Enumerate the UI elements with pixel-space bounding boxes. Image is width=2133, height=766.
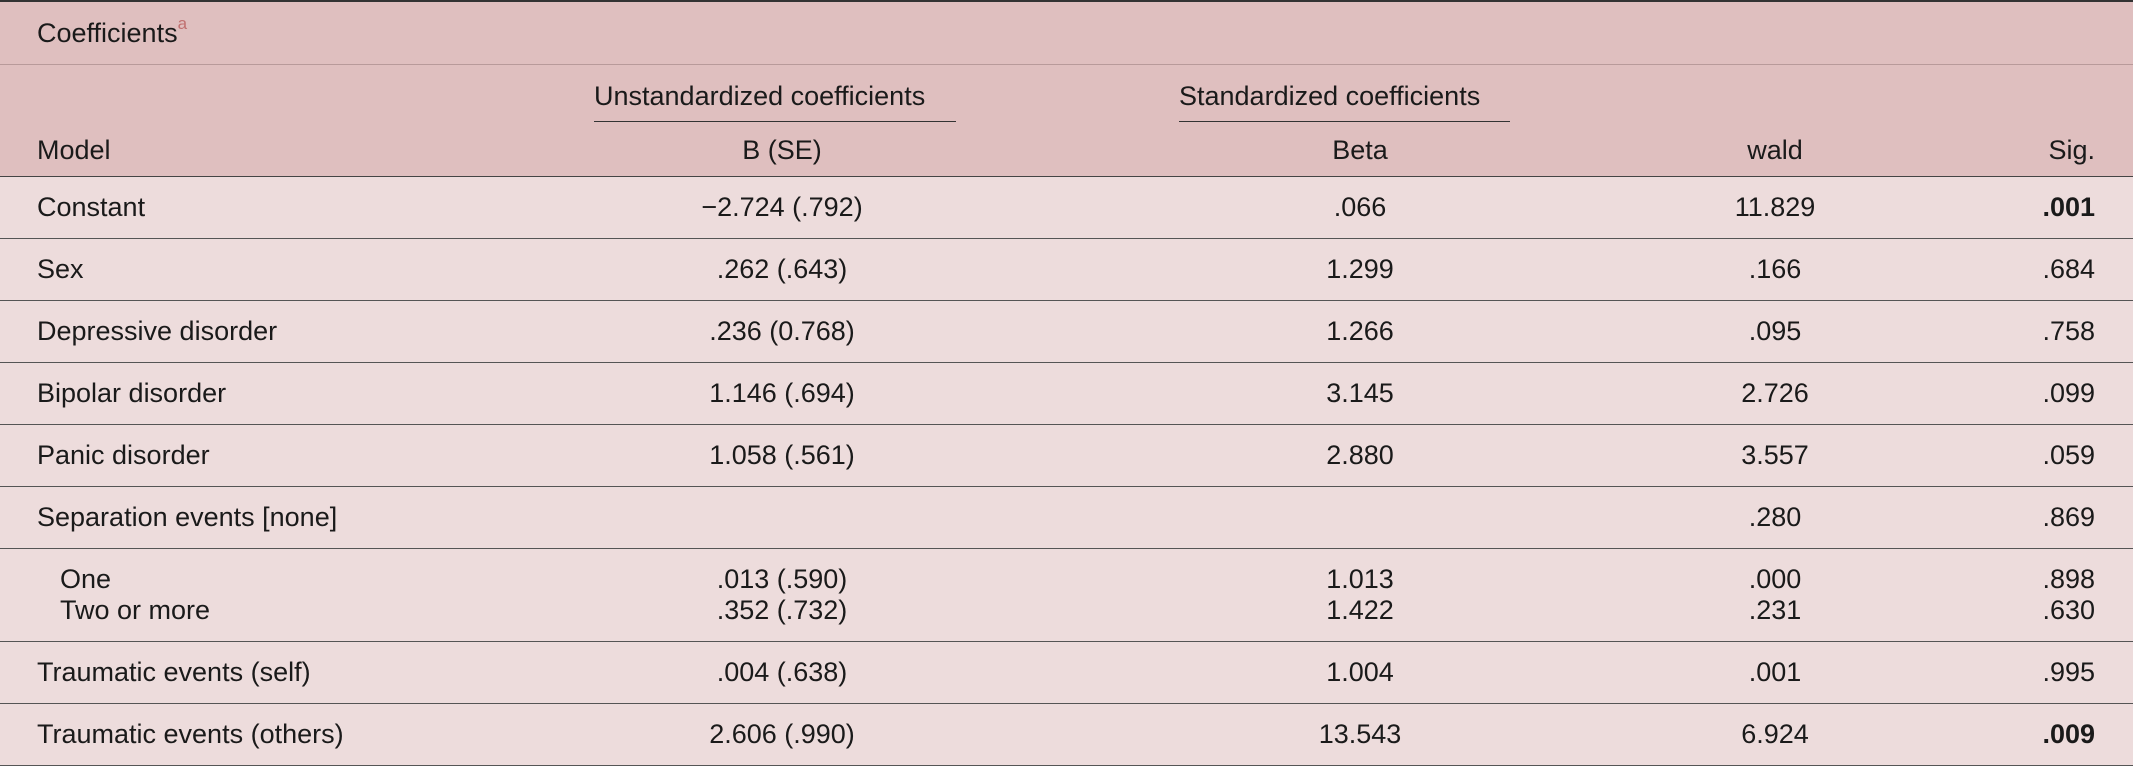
column-header: Model (37, 135, 111, 165)
table-cell: .095 (1748, 316, 1802, 346)
table-title: Coefficientsa (37, 14, 187, 49)
row-label: Separation events [none] (37, 502, 338, 532)
row-line: Traumatic events (self) .004 (.638) 1.004.… (0, 657, 2133, 688)
row-line: Traumatic events (others) 2.606 (.990) 13.… (0, 719, 2133, 750)
table-cell: 1.004 (1326, 657, 1394, 687)
table-cell: 1.013 (1326, 564, 1394, 594)
title-note: a (177, 14, 188, 33)
table-cell: 1.146 (.694) (709, 378, 855, 408)
table-row: Constant −2.724 (.792) .066 11.829 .001 (0, 177, 2133, 239)
table-cell: .099 (2042, 378, 2095, 408)
table-row: One .013 (.590) 1.013 .000 .898 Two or more .3… (0, 549, 2133, 642)
table-cell: .280 (1748, 502, 1802, 532)
table-cell: .001 (2042, 192, 2095, 222)
table-cell: 3.145 (1326, 378, 1394, 408)
table-cell: 1.299 (1326, 254, 1394, 284)
table-cell: 3.557 (1741, 440, 1809, 470)
row-line: Separation events [none] .280 .869 (0, 502, 2133, 533)
table-cell: .000 (1748, 564, 1802, 594)
table-cell: 11.829 (1734, 192, 1816, 222)
table-cell: .352 (.732) (716, 595, 848, 625)
table-row: Panic disorder 1.058 (.561) 2.880 3.557 .059 (0, 425, 2133, 487)
row-line: Sex .262 (.643) 1.299 .166 .684 (0, 254, 2133, 285)
header-row: Unstandardized coefficients Standardized … (0, 65, 2133, 177)
table-cell: 1.058 (.561) (709, 440, 855, 470)
row-label: Traumatic events (others) (37, 719, 344, 749)
row-label: Depressive disorder (37, 316, 278, 346)
table-cell: −2.724 (.792) (701, 192, 863, 222)
table-cell: 6.924 (1741, 719, 1809, 749)
table-row: Bipolar disorder 1.146 (.694) 3.145 2.726 .0… (0, 363, 2133, 425)
row-line: Depressive disorder .236 (0.768) 1.266 .095… (0, 316, 2133, 347)
row-label: Two or more (60, 595, 211, 625)
table-cell: .995 (2042, 657, 2095, 687)
table-cell: 2.880 (1326, 440, 1394, 470)
table-body: Constant −2.724 (.792) .066 11.829 .001 Sex .2… (0, 177, 2133, 766)
column-header: B (SE) (742, 135, 822, 165)
table-cell: .013 (.590) (716, 564, 848, 594)
row-label: Bipolar disorder (37, 378, 227, 408)
table-cell: 1.266 (1326, 316, 1394, 346)
table-cell: .236 (0.768) (709, 316, 855, 346)
table-cell: .684 (2042, 254, 2095, 284)
table-row: Traumatic events (self) .004 (.638) 1.004.… (0, 642, 2133, 704)
row-label: One (60, 564, 112, 594)
row-label: Panic disorder (37, 440, 210, 470)
table-cell: .869 (2042, 502, 2095, 532)
table-cell: .009 (2042, 719, 2095, 749)
table-row: Traumatic events (others) 2.606 (.990) 13.… (0, 704, 2133, 766)
table-cell: .001 (1748, 657, 1802, 687)
row-line: Constant −2.724 (.792) .066 11.829 .001 (0, 192, 2133, 223)
table-cell: 2.726 (1741, 378, 1809, 408)
row-line: One .013 (.590) 1.013 .000 .898 (0, 564, 2133, 595)
table-cell: .166 (1748, 254, 1802, 284)
row-line: Panic disorder 1.058 (.561) 2.880 3.557 .059 (0, 440, 2133, 471)
table-cell: .059 (2042, 440, 2095, 470)
row-label: Traumatic events (self) (37, 657, 311, 687)
title-text: Coefficients (37, 18, 178, 48)
table-cell: 13.543 (1318, 719, 1402, 749)
table-cell: .758 (2042, 316, 2095, 346)
table-row: Depressive disorder .236 (0.768) 1.266 .095… (0, 301, 2133, 363)
column-header: Beta (1332, 135, 1388, 165)
row-label: Constant (37, 192, 146, 222)
table-row: Sex .262 (.643) 1.299 .166 .684 (0, 239, 2133, 301)
table-cell: 1.422 (1326, 595, 1394, 625)
title-row: Coefficientsa (0, 2, 2133, 65)
table-row: Separation events [none] .280 .869 (0, 487, 2133, 549)
table-cell: .066 (1333, 192, 1387, 222)
column-group-label: Unstandardized coefficients (594, 79, 956, 122)
row-line: Two or more .352 (.732) 1.422 .231 .630 (0, 595, 2133, 626)
table-cell: .004 (.638) (716, 657, 848, 687)
table-cell: 2.606 (.990) (709, 719, 855, 749)
row-line: Bipolar disorder 1.146 (.694) 3.145 2.726 .0… (0, 378, 2133, 409)
table-cell: .630 (2042, 595, 2095, 625)
table-cell: .898 (2042, 564, 2095, 594)
column-header: Sig. (2048, 135, 2095, 165)
row-label: Sex (37, 254, 84, 284)
column-group-label: Standardized coefficients (1179, 79, 1510, 122)
table-cell: .262 (.643) (716, 254, 848, 284)
table-cell: .231 (1748, 595, 1802, 625)
column-header: wald (1747, 135, 1803, 165)
